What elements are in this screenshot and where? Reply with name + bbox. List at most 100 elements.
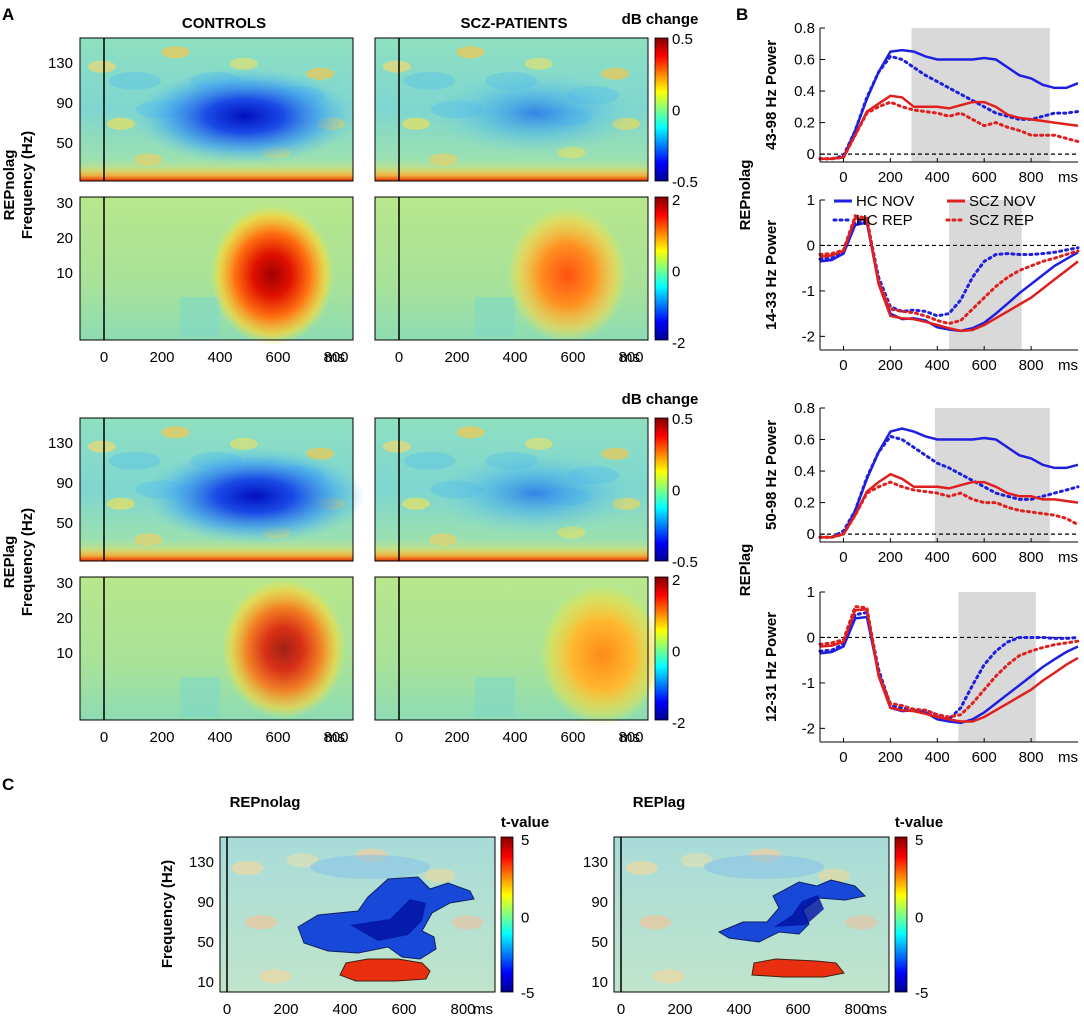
heatmap-texture-spot (382, 60, 411, 73)
x-tick-label: 400 (207, 729, 232, 746)
x-tick-label: ms (325, 349, 345, 366)
x-tick-label: ms (325, 729, 345, 746)
high-freq-heatmap (374, 37, 649, 182)
heatmap-texture-spot (87, 440, 116, 453)
heatmap-frame (79, 196, 354, 341)
low-freq-heatmap (79, 196, 354, 345)
y-tick-label: 0 (807, 526, 815, 543)
y-tick-label: 1 (807, 192, 815, 209)
x-tick-label: 400 (925, 357, 950, 374)
low-freq-heatmap (374, 196, 649, 343)
x-tick-label: 0 (395, 729, 403, 746)
heatmap-texture-spot (306, 67, 335, 80)
x-tick-label: 800 (450, 1001, 475, 1018)
tmap-texture-spot (245, 915, 278, 930)
y-tick-label: 10 (197, 974, 214, 991)
condition-label-repnolag-a: REPnolag (1, 150, 18, 221)
colorbar-tick-label: 0 (672, 103, 680, 120)
heatmap-increase-blob (507, 207, 628, 343)
y-tick-label: 50 (56, 515, 73, 532)
heatmap-texture-spot (429, 153, 458, 166)
colorbar-tick-label: 0 (672, 264, 680, 281)
heatmap-texture-spot (456, 426, 485, 439)
heatmap-texture-spot (524, 437, 553, 450)
series-line-scz-rep (818, 100, 1080, 161)
heatmap-frame (79, 417, 354, 562)
significance-shade (934, 408, 1050, 542)
tmap-texture-spot (286, 853, 319, 868)
tmap-texture-spot (704, 855, 824, 879)
colorbar-tick-label: 0 (521, 910, 529, 927)
colorbar-tick-label: -5 (521, 985, 534, 1002)
tmap-negative-cluster (297, 876, 475, 960)
y-tick-label: 30 (56, 575, 73, 592)
heatmap-bottom-band (80, 547, 353, 561)
y-tick-label: 10 (56, 265, 73, 282)
heatmap-decrease-blob (145, 448, 365, 544)
x-tick-label: ms (473, 1001, 493, 1018)
y-tick-label: 20 (56, 610, 73, 627)
legend-label-scz-rep: SCZ REP (969, 212, 1034, 229)
x-tick-label: 0 (100, 349, 108, 366)
series-line-scz-nov (820, 472, 1079, 539)
x-tick-label: 0 (839, 549, 847, 566)
y-tick-label: 0 (807, 237, 815, 254)
colorbar-tick-label: -5 (915, 985, 928, 1002)
x-tick-label: 200 (878, 749, 903, 766)
x-tick-label: 800 (323, 349, 348, 366)
heatmap-texture-spot (161, 46, 190, 59)
series-line-hc-rep (818, 218, 1080, 318)
legend-label-hc-nov: HC NOV (856, 193, 914, 210)
heatmap-bottom-band (375, 167, 648, 181)
y-tick-label: 90 (197, 894, 214, 911)
heatmap-texture-spot (229, 437, 258, 450)
y-tick-label: 10 (591, 974, 608, 991)
heatmap-frame (374, 576, 649, 721)
heatmap-texture-spot (401, 497, 430, 510)
y-tick-label: 0.4 (794, 83, 815, 100)
x-tick-label: 600 (391, 1001, 416, 1018)
x-tick-label: 800 (1019, 549, 1044, 566)
condition-label-replag-a: REPlag (1, 536, 18, 589)
x-tick-label: ms (1058, 549, 1078, 566)
y-axis-label: 14-33 Hz Power (763, 220, 780, 330)
heatmap-frame (79, 37, 354, 182)
y-tick-label: 0.2 (794, 495, 815, 512)
ylabel-a-bottom: Frequency (Hz) (19, 508, 36, 616)
x-tick-label: 600 (785, 1001, 810, 1018)
x-tick-label: 400 (502, 349, 527, 366)
colorbar-tick-label: -2 (672, 715, 685, 732)
x-tick-label: 600 (972, 549, 997, 566)
y-tick-label: 130 (48, 435, 73, 452)
x-tick-label: 600 (560, 729, 585, 746)
y-tick-label: 30 (56, 195, 73, 212)
y-tick-label: 130 (189, 854, 214, 871)
x-tick-label: 800 (1019, 169, 1044, 186)
x-tick-label: 600 (265, 349, 290, 366)
low-freq-heatmap (374, 576, 664, 725)
x-tick-label: 0 (839, 169, 847, 186)
x-tick-label: 0 (100, 729, 108, 746)
series-line-hc-rep (818, 434, 1080, 539)
series-line-scz-nov (819, 607, 1079, 723)
heatmap-texture-spot (601, 447, 630, 460)
x-tick-label: 800 (1019, 749, 1044, 766)
colorbar-tick-label: 0 (672, 483, 680, 500)
series-line-scz-rep (818, 214, 1080, 326)
tmap-negative-core (774, 895, 824, 927)
tmap-texture-spot (845, 915, 878, 930)
panel-label-b: B (736, 5, 748, 24)
colorbar-tick-label: 0.5 (672, 31, 693, 48)
colorbar-tick-label: 0 (915, 910, 923, 927)
y-tick-label: 90 (56, 475, 73, 492)
colorbar-tick-label: 5 (521, 832, 529, 849)
x-tick-label: 600 (972, 169, 997, 186)
y-tick-label: 1 (807, 584, 815, 601)
heatmap-texture-spot (456, 46, 485, 59)
colorbar-tick-label: -0.5 (672, 554, 698, 571)
heatmap-texture-spot (106, 497, 135, 510)
